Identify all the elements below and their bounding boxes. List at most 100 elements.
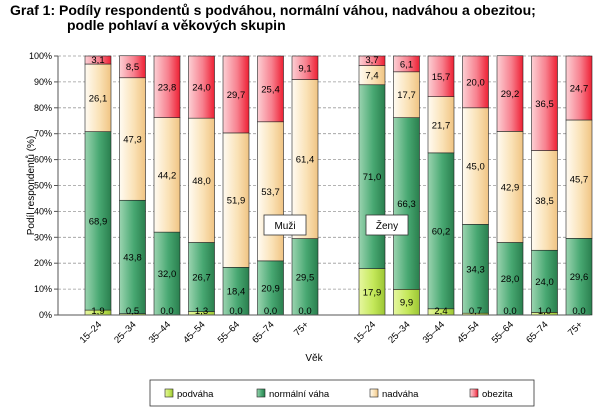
data-label: 45,7 (570, 175, 589, 186)
x-tick-label: 35–44 (421, 319, 447, 345)
bar-segment-nadváha (496, 131, 524, 243)
group-label-box (263, 214, 307, 236)
y-tick-label: 10% (34, 284, 52, 294)
bar-segment-nadváha (291, 79, 319, 239)
y-axis-title: Podíl respondentů (%) (25, 136, 37, 236)
data-label: 0,0 (503, 306, 516, 317)
bar-segment-obezita (257, 55, 284, 123)
data-label: 1,9 (91, 306, 104, 317)
data-label: 17,7 (397, 90, 416, 101)
grid (58, 55, 590, 290)
data-label: 43,8 (123, 252, 142, 263)
x-axis-title: Věk (305, 353, 323, 364)
x-tick-label: 55–64 (490, 319, 516, 345)
data-label: 29,2 (501, 89, 520, 100)
x-tick-label: 45–54 (455, 319, 481, 345)
bar-segment-obezita (496, 55, 524, 132)
data-label: 51,9 (227, 196, 246, 207)
data-label: 26,7 (192, 273, 211, 284)
y-tick-label: 70% (34, 129, 52, 139)
bar-segment-obezita (358, 55, 386, 66)
bar-segment-obezita (119, 55, 146, 79)
bar-segment-obezita (565, 55, 593, 121)
data-label: 9,1 (298, 63, 311, 74)
bar-segment-obezita (153, 55, 181, 118)
y-tick-label: 90% (34, 77, 52, 87)
data-label: 20,0 (466, 77, 485, 88)
x-tick-label: 25–34 (112, 319, 138, 345)
bar-segment-obezita (462, 55, 489, 109)
data-label: 0,0 (298, 306, 311, 317)
data-label: 15,7 (432, 72, 451, 83)
x-tick-label: 75+ (292, 319, 311, 338)
bar-segment-normální-váha (496, 242, 524, 316)
data-label: 61,4 (296, 155, 315, 166)
bar-segment-obezita (84, 55, 112, 65)
bar-segment-nadváha (84, 63, 112, 132)
bars (84, 55, 593, 316)
bar-segment-nadváha (462, 107, 489, 225)
group-label-box (365, 214, 409, 236)
data-label: 48,0 (192, 176, 211, 187)
legend-swatch (164, 388, 174, 398)
data-label: 38,5 (535, 196, 554, 207)
data-label: 44,2 (158, 170, 177, 181)
y-tick-label: 40% (34, 206, 52, 216)
legend-swatch (369, 388, 379, 398)
chart-title-line2: podle pohlaví a věkových skupin (67, 17, 286, 33)
bar-segment-nadváha (565, 119, 593, 239)
y-tick-label: 80% (34, 103, 52, 113)
bar-segment-nadváha (153, 117, 181, 233)
data-label: 3,1 (91, 55, 104, 66)
x-tick-label: 45–54 (181, 319, 207, 345)
bar-segment-normální-váha (531, 249, 558, 313)
x-tick-label: 65–74 (250, 319, 276, 345)
data-label: 42,9 (501, 182, 520, 193)
data-label: 0,7 (469, 306, 482, 317)
bar-segment-obezita (188, 55, 215, 119)
legend-swatch (256, 388, 266, 398)
data-label: 1,0 (538, 306, 551, 317)
data-label: 1,3 (195, 306, 208, 317)
bar-segment-normální-váha (427, 152, 455, 310)
data-label: 0,0 (160, 306, 173, 317)
group-label: Muži (274, 221, 295, 232)
bar-segment-nadváha (531, 150, 558, 251)
group-label: Ženy (376, 219, 398, 232)
x-tick-label: 25–34 (386, 319, 412, 345)
y-tick-label: 0% (39, 310, 52, 320)
y-tick-label: 30% (34, 232, 52, 242)
bar-segment-normální-váha (153, 231, 181, 316)
chart-title-line1: Graf 1: Podíly respondentů s podváhou, n… (10, 2, 536, 18)
data-label: 0,0 (264, 306, 277, 317)
x-tick-label: 65–74 (524, 319, 550, 345)
data-label: 20,9 (261, 283, 280, 294)
x-tick-label: 35–44 (147, 319, 173, 345)
data-label: 2,4 (434, 306, 447, 317)
data-label: 24,0 (535, 277, 554, 288)
data-label: 0,5 (126, 306, 139, 317)
data-label: 25,4 (261, 84, 280, 95)
data-label: 8,5 (126, 62, 139, 73)
data-label: 24,0 (192, 83, 211, 94)
bar-segment-nadváha (427, 96, 455, 154)
bar-segment-nadváha (188, 117, 215, 243)
x-tick-label: 15–24 (78, 319, 104, 345)
bar-segment-normální-váha (358, 84, 386, 269)
data-label: 71,0 (363, 172, 382, 183)
bar-segment-podváha (358, 268, 386, 316)
bar-segment-nadváha (119, 77, 146, 201)
data-label: 18,4 (227, 287, 246, 298)
data-label: 29,6 (570, 272, 589, 283)
bar-segment-obezita (222, 55, 250, 134)
bar-segment-normální-váha (119, 199, 146, 315)
data-label: 24,7 (570, 83, 589, 94)
chart-title: Graf 1: Podíly respondentů s podváhou, n… (10, 3, 536, 33)
legend-label: obezita (482, 389, 513, 400)
legend-label: podváha (177, 389, 214, 400)
data-label: 6,1 (400, 59, 413, 70)
x-tick-label: 75+ (566, 319, 585, 338)
bar-segment-obezita (531, 55, 558, 151)
bar-segment-obezita (393, 55, 420, 73)
legend-swatch (469, 388, 479, 398)
